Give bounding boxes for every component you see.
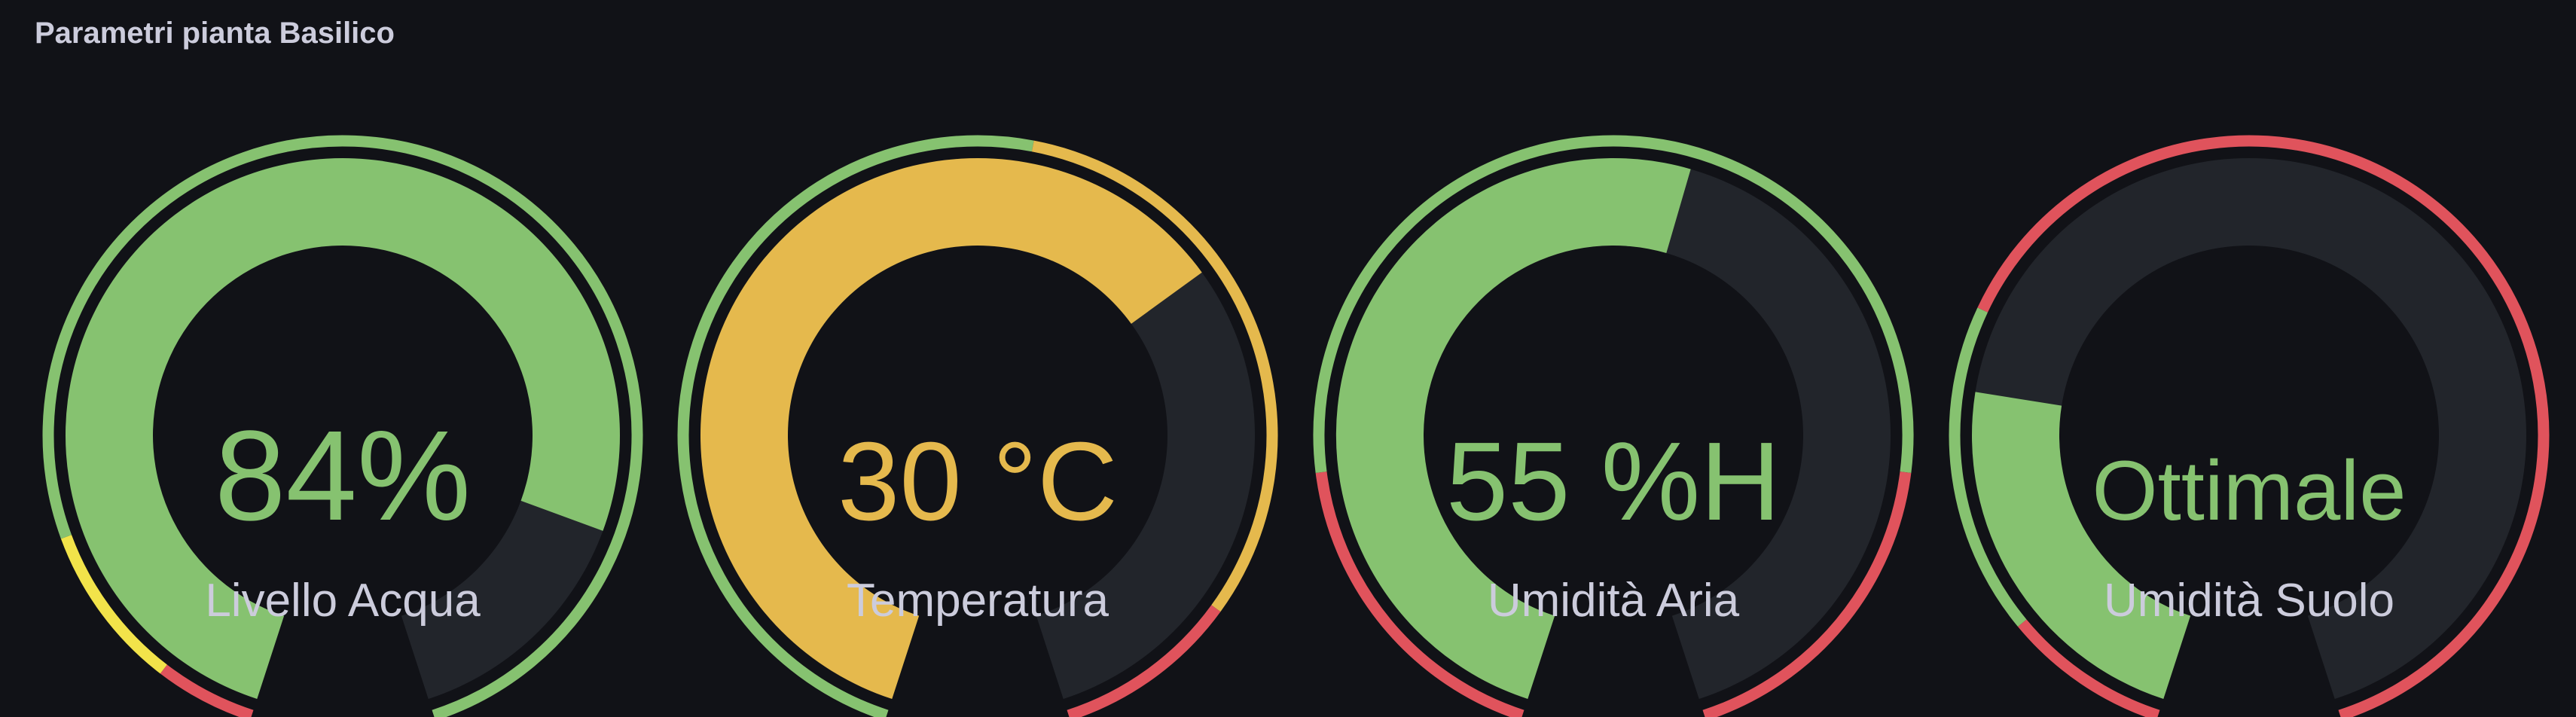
gauge-value: Ottimale (2092, 444, 2407, 538)
threshold-segment (60, 535, 167, 674)
gauge-bar (700, 158, 1256, 699)
gauge-temperatura: 30 °C Temperatura (677, 135, 1278, 717)
gauge-value: 30 °C (838, 420, 1118, 544)
gauge-fill (1971, 392, 2191, 699)
gauge-threshold-ring (677, 135, 1278, 717)
gauge-label: Umidità Suolo (2104, 575, 2394, 627)
gauge-umidita-suolo: Ottimale Umidità Suolo (1949, 135, 2550, 717)
threshold-segment (677, 135, 1034, 717)
gauge-threshold-ring (42, 135, 643, 717)
threshold-segment (160, 664, 254, 717)
gauge-fill (65, 158, 620, 699)
gauge-bar (65, 158, 620, 699)
threshold-segment (42, 135, 643, 717)
gauge-umidita-aria: 55 %H Umidità Aria (1313, 135, 1914, 717)
gauge-track (1972, 158, 2526, 699)
gauge-value: 84% (215, 404, 471, 548)
threshold-segment (1067, 605, 1221, 717)
gauge-label: Livello Acqua (205, 575, 481, 627)
threshold-segment (1949, 307, 2027, 627)
gauge-livello-acqua: 84% Livello Acqua (42, 135, 643, 717)
gauge-threshold-ring (1313, 135, 1914, 717)
gauge-threshold-ring (1949, 135, 2550, 717)
threshold-segment (2017, 619, 2160, 717)
gauge-fill (700, 158, 1202, 699)
panel-title[interactable]: Parametri pianta Basilico (35, 17, 395, 50)
gauge-label: Temperatura (847, 575, 1109, 627)
gauge-bar (1971, 158, 2526, 699)
threshold-segment (1702, 471, 1912, 717)
gauge-label: Umidità Aria (1488, 575, 1740, 627)
gauge-fill (1335, 157, 1691, 699)
threshold-segment (1031, 140, 1278, 612)
gauge-value: 55 %H (1446, 420, 1781, 544)
gauge-bar (1335, 157, 1891, 699)
threshold-segment (1313, 135, 1914, 473)
threshold-segment (1315, 471, 1525, 717)
threshold-segment (1977, 135, 2550, 717)
